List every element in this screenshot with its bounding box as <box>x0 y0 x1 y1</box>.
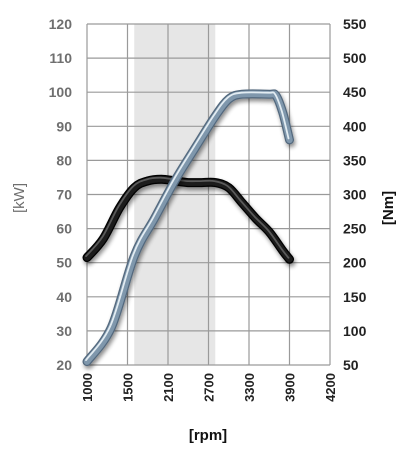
y-axis-left-title: [kW] <box>11 183 28 213</box>
x-tick-label: 1000 <box>80 373 95 402</box>
y-left-tick-label: 80 <box>56 152 72 168</box>
y-right-tick-label: 50 <box>343 357 359 373</box>
y-left-tick-label: 20 <box>56 357 72 373</box>
y-right-tick-label: 500 <box>343 50 367 66</box>
x-tick-label: 1500 <box>121 373 136 402</box>
x-tick-label: 3900 <box>283 373 298 402</box>
series-line-highlight <box>85 176 290 259</box>
y-right-tick-label: 200 <box>343 255 367 271</box>
y-right-tick-label: 550 <box>343 16 367 32</box>
power-series <box>82 174 294 264</box>
series-layer <box>82 89 294 367</box>
y-right-tick-label: 350 <box>343 152 367 168</box>
x-tick-label: 4200 <box>323 373 338 402</box>
y-right-tick-label: 150 <box>343 289 367 305</box>
y-right-tick-label: 100 <box>343 323 367 339</box>
x-tick-label: 3300 <box>242 373 257 402</box>
y-left-tick-label: 40 <box>56 289 72 305</box>
y-right-tick-label: 400 <box>343 118 367 134</box>
right-axis-ticks: 50 100 150 200 250 300 350 400 450 500 550 <box>343 16 367 373</box>
x-axis-title: [rpm] <box>189 427 227 444</box>
y-left-tick-label: 110 <box>49 50 72 66</box>
y-left-tick-label: 50 <box>56 255 72 271</box>
x-tick-label: 2700 <box>202 373 217 402</box>
y-left-tick-label: 70 <box>56 187 72 203</box>
torque-series <box>82 89 294 367</box>
y-left-tick-label: 100 <box>49 84 73 100</box>
x-axis-ticks: 1000 1500 2100 2700 3300 3900 4200 <box>80 373 338 402</box>
series-line-highlight <box>85 91 290 361</box>
y-axis-right-title: [Nm] <box>380 191 397 225</box>
y-right-tick-label: 250 <box>343 221 367 237</box>
y-left-tick-label: 30 <box>56 323 72 339</box>
y-left-tick-label: 60 <box>56 221 72 237</box>
y-left-tick-label: 90 <box>56 118 72 134</box>
y-left-tick-label: 120 <box>49 16 73 32</box>
y-right-tick-label: 450 <box>343 84 367 100</box>
x-tick-label: 2100 <box>161 373 176 402</box>
y-right-tick-label: 300 <box>343 187 367 203</box>
left-axis-ticks: 20 30 40 50 60 70 80 90 100 110 120 <box>49 16 73 373</box>
